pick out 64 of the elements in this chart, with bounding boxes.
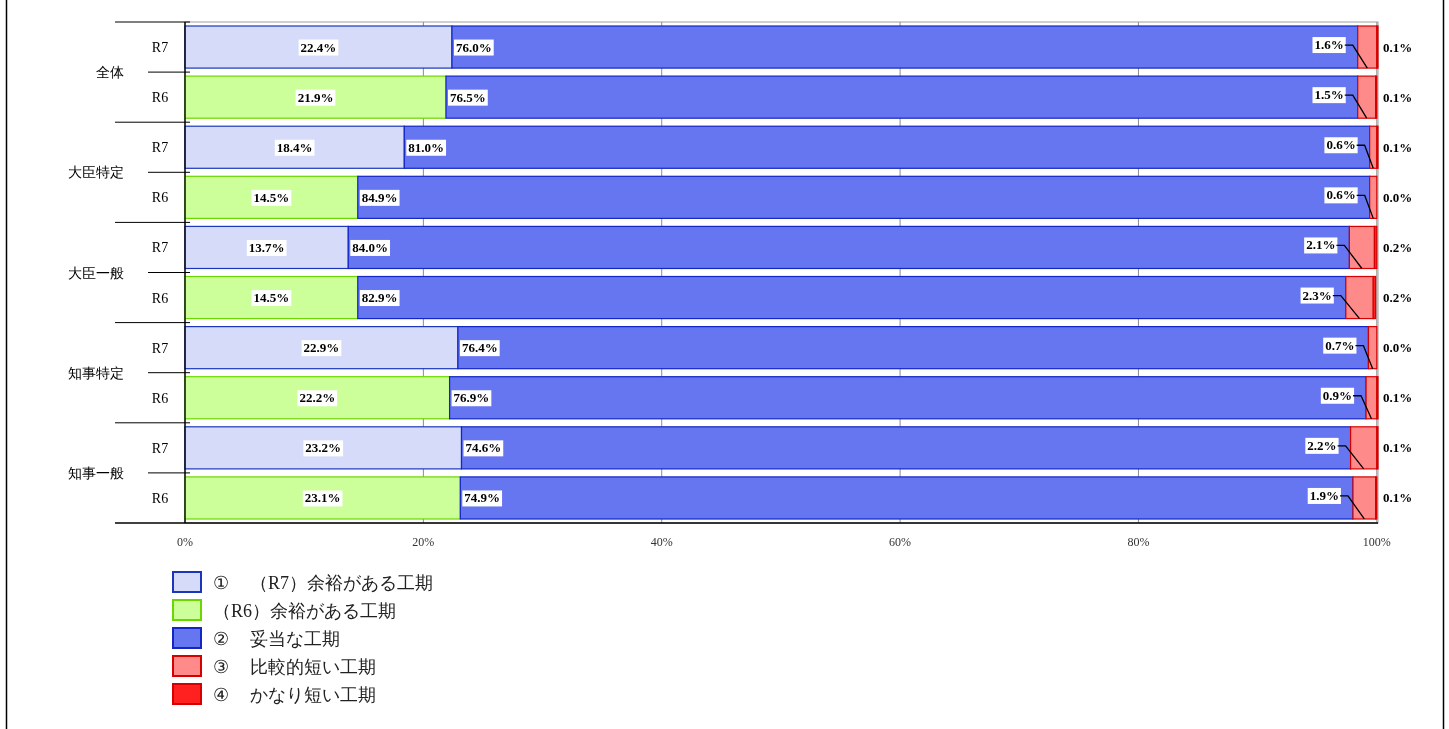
bar (357, 175, 1371, 219)
y-tick-label: R7 (151, 140, 169, 156)
y-tick-label: R6 (151, 290, 169, 306)
data-label: 0.0% (1383, 340, 1413, 356)
bar (1352, 476, 1377, 520)
bar (184, 275, 359, 320)
bar (1357, 25, 1378, 69)
x-tick-label: 100% (1362, 535, 1391, 549)
bar (1357, 75, 1377, 119)
legend-label: ② 妥当な工期 (213, 629, 340, 649)
bar (403, 125, 1371, 169)
data-label: 0.1% (1383, 139, 1413, 155)
bar (184, 175, 359, 219)
y-tick-label: R7 (151, 340, 169, 356)
bar (184, 326, 459, 370)
bar (184, 125, 405, 169)
bar (184, 75, 447, 119)
bar (184, 376, 451, 420)
bar (1348, 225, 1376, 270)
data-label: 0.1% (1383, 390, 1413, 406)
legend-label: （R6）余裕がある工期 (213, 601, 397, 621)
x-tick-label: 20% (412, 535, 435, 549)
bar (357, 275, 1347, 320)
legend-label: ④ かなり短い工期 (213, 685, 376, 705)
text: 大臣特定 (68, 165, 124, 181)
y-tick-label: R6 (151, 90, 169, 106)
data-label: 0.1% (1383, 89, 1413, 105)
x-tick-label: 0% (177, 535, 193, 549)
bar (1369, 175, 1378, 219)
text: 知事特定 (68, 365, 124, 381)
bar (457, 326, 1370, 370)
y-tick-label: R7 (151, 440, 169, 456)
bar (1367, 326, 1378, 370)
y-tick-label: R6 (151, 490, 169, 506)
legend-label: ③ 比較的短い工期 (213, 657, 376, 677)
x-tick-label: 40% (650, 535, 673, 549)
bar (451, 25, 1359, 69)
bar (460, 426, 1352, 470)
bar (1349, 426, 1378, 470)
x-tick-label: 80% (1127, 535, 1150, 549)
data-label: 0.1% (1383, 39, 1413, 55)
bar (445, 75, 1359, 119)
text: 知事一般 (68, 465, 124, 481)
data-label: 0.2% (1383, 290, 1413, 306)
text: 全体 (96, 65, 124, 81)
bar (184, 25, 453, 69)
data-label: 0.1% (1383, 440, 1413, 456)
text: 大臣一般 (68, 265, 124, 281)
bar (184, 225, 349, 270)
y-tick-label: R7 (151, 240, 169, 256)
data-label: 0.0% (1383, 189, 1413, 205)
data-label: 0.2% (1383, 239, 1413, 255)
bar (347, 225, 1350, 270)
y-tick-label: R7 (151, 40, 169, 56)
x-tick-label: 60% (889, 535, 912, 549)
bar (448, 376, 1367, 420)
legend-label: ① （R7）余裕がある工期 (213, 573, 434, 593)
bar (459, 476, 1354, 520)
bar (184, 426, 463, 470)
bar (1345, 275, 1374, 320)
bar (184, 476, 461, 520)
y-tick-label: R6 (151, 190, 169, 206)
data-label: 0.1% (1383, 490, 1413, 506)
y-tick-label: R6 (151, 390, 169, 406)
